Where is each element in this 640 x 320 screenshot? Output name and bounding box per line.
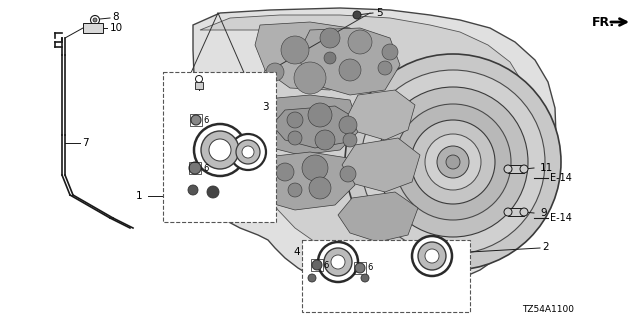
Circle shape [378,87,528,237]
Circle shape [191,115,201,125]
Circle shape [339,116,357,134]
Circle shape [201,131,239,169]
Circle shape [331,255,345,269]
Circle shape [312,260,322,270]
Text: 6: 6 [323,260,328,269]
Polygon shape [200,15,530,262]
Circle shape [308,274,316,282]
Circle shape [425,134,481,190]
Circle shape [209,139,231,161]
Circle shape [230,134,266,170]
Circle shape [355,263,365,273]
Circle shape [324,248,352,276]
Circle shape [276,163,294,181]
Circle shape [412,236,452,276]
Text: 4: 4 [293,247,300,257]
Circle shape [294,62,326,94]
Circle shape [437,146,469,178]
Circle shape [348,30,372,54]
Circle shape [93,18,97,22]
Polygon shape [192,8,556,292]
Bar [508,165,524,173]
Circle shape [318,242,358,282]
Circle shape [287,112,303,128]
Text: 10: 10 [110,23,123,33]
Polygon shape [300,28,400,95]
Polygon shape [272,106,355,148]
Circle shape [288,131,302,145]
Circle shape [339,59,361,81]
Polygon shape [248,152,355,210]
Circle shape [302,155,328,181]
Circle shape [345,54,561,270]
Text: 2: 2 [542,242,548,252]
Bar [189,162,201,174]
Polygon shape [248,95,360,155]
Text: 6: 6 [203,164,209,172]
Text: FR.: FR. [592,15,615,28]
Circle shape [425,249,439,263]
Bar [302,240,470,312]
Circle shape [520,208,528,216]
Circle shape [418,242,446,270]
Text: 1: 1 [136,191,142,201]
Circle shape [446,155,460,169]
Circle shape [361,70,545,254]
Bar [354,262,366,274]
Circle shape [189,162,201,174]
Circle shape [395,104,511,220]
Polygon shape [342,138,420,192]
Text: 7: 7 [82,138,88,148]
Bar [163,72,276,222]
Text: 8: 8 [112,12,118,22]
Circle shape [194,124,246,176]
Circle shape [281,36,309,64]
Bar [83,23,103,33]
Circle shape [504,165,512,173]
Text: E-14: E-14 [550,173,572,183]
Circle shape [236,140,260,164]
Circle shape [382,44,398,60]
Circle shape [288,183,302,197]
Circle shape [308,103,332,127]
Text: 6: 6 [367,263,372,273]
Circle shape [315,130,335,150]
Text: 11: 11 [540,163,553,173]
Text: TZ54A1100: TZ54A1100 [522,306,574,315]
Text: 6: 6 [203,116,209,124]
Circle shape [242,146,254,158]
Circle shape [504,208,512,216]
Circle shape [378,61,392,75]
Circle shape [266,63,284,81]
Circle shape [309,177,331,199]
Circle shape [411,120,495,204]
Circle shape [90,15,99,25]
Circle shape [343,133,357,147]
Text: 5: 5 [376,8,383,18]
Polygon shape [348,90,415,140]
Circle shape [324,52,336,64]
Circle shape [520,165,528,173]
Circle shape [361,274,369,282]
Bar [311,259,323,271]
Circle shape [340,166,356,182]
Bar [195,82,203,89]
Circle shape [353,11,361,19]
Circle shape [195,76,202,83]
Circle shape [188,185,198,195]
Bar [190,114,202,126]
Text: 3: 3 [262,102,269,112]
Circle shape [207,186,219,198]
Text: 9: 9 [540,208,547,218]
Bar [508,208,524,216]
Circle shape [320,28,340,48]
Text: E-14: E-14 [550,213,572,223]
Polygon shape [338,192,418,242]
Polygon shape [255,22,370,90]
